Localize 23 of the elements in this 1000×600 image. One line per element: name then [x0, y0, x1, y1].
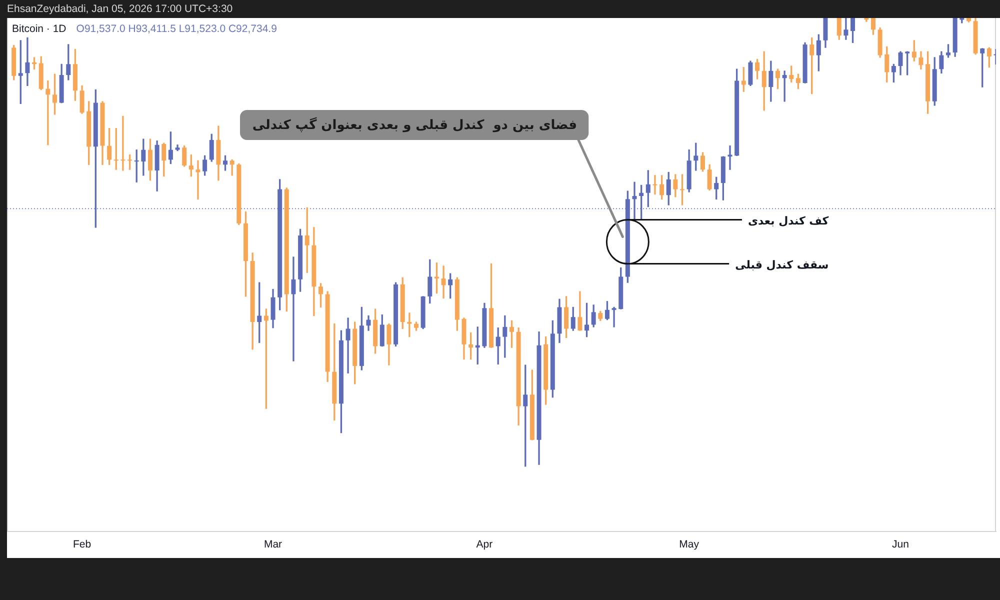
candlestick [196, 160, 200, 200]
x-tick-label: Mar [264, 538, 283, 551]
candlestick [291, 256, 296, 362]
x-tick-label: Jun [892, 538, 910, 551]
text: O91,537.0 H93,411.5 L91,523.0 C92,734.9 [76, 23, 277, 35]
candlestick [632, 182, 637, 220]
annotation: سقف کندل قبلی [735, 258, 829, 272]
text: Bitcoin · 1D [12, 23, 66, 35]
candlestick [346, 318, 350, 374]
annotation: کف کندل بعدی [748, 214, 830, 228]
annotation: فضای بین دو کندل قبلی و بعدی بعنوان گپ کندلی [252, 117, 578, 134]
candlestick [407, 312, 412, 338]
x-tick-label: Apr [476, 538, 494, 551]
candlestick [120, 116, 126, 171]
x-tick-label: Feb [72, 538, 92, 551]
candlestick [652, 175, 658, 195]
candlestick [25, 37, 30, 86]
candlestick [782, 70, 787, 102]
candlestick [441, 266, 446, 299]
candlestick [612, 306, 616, 328]
x-tick-label: May [679, 538, 700, 551]
candlestick [46, 80, 50, 146]
text: EhsanZeydabadi, Jan 05, 2026 17:00 UTC+3:30 [7, 2, 233, 17]
